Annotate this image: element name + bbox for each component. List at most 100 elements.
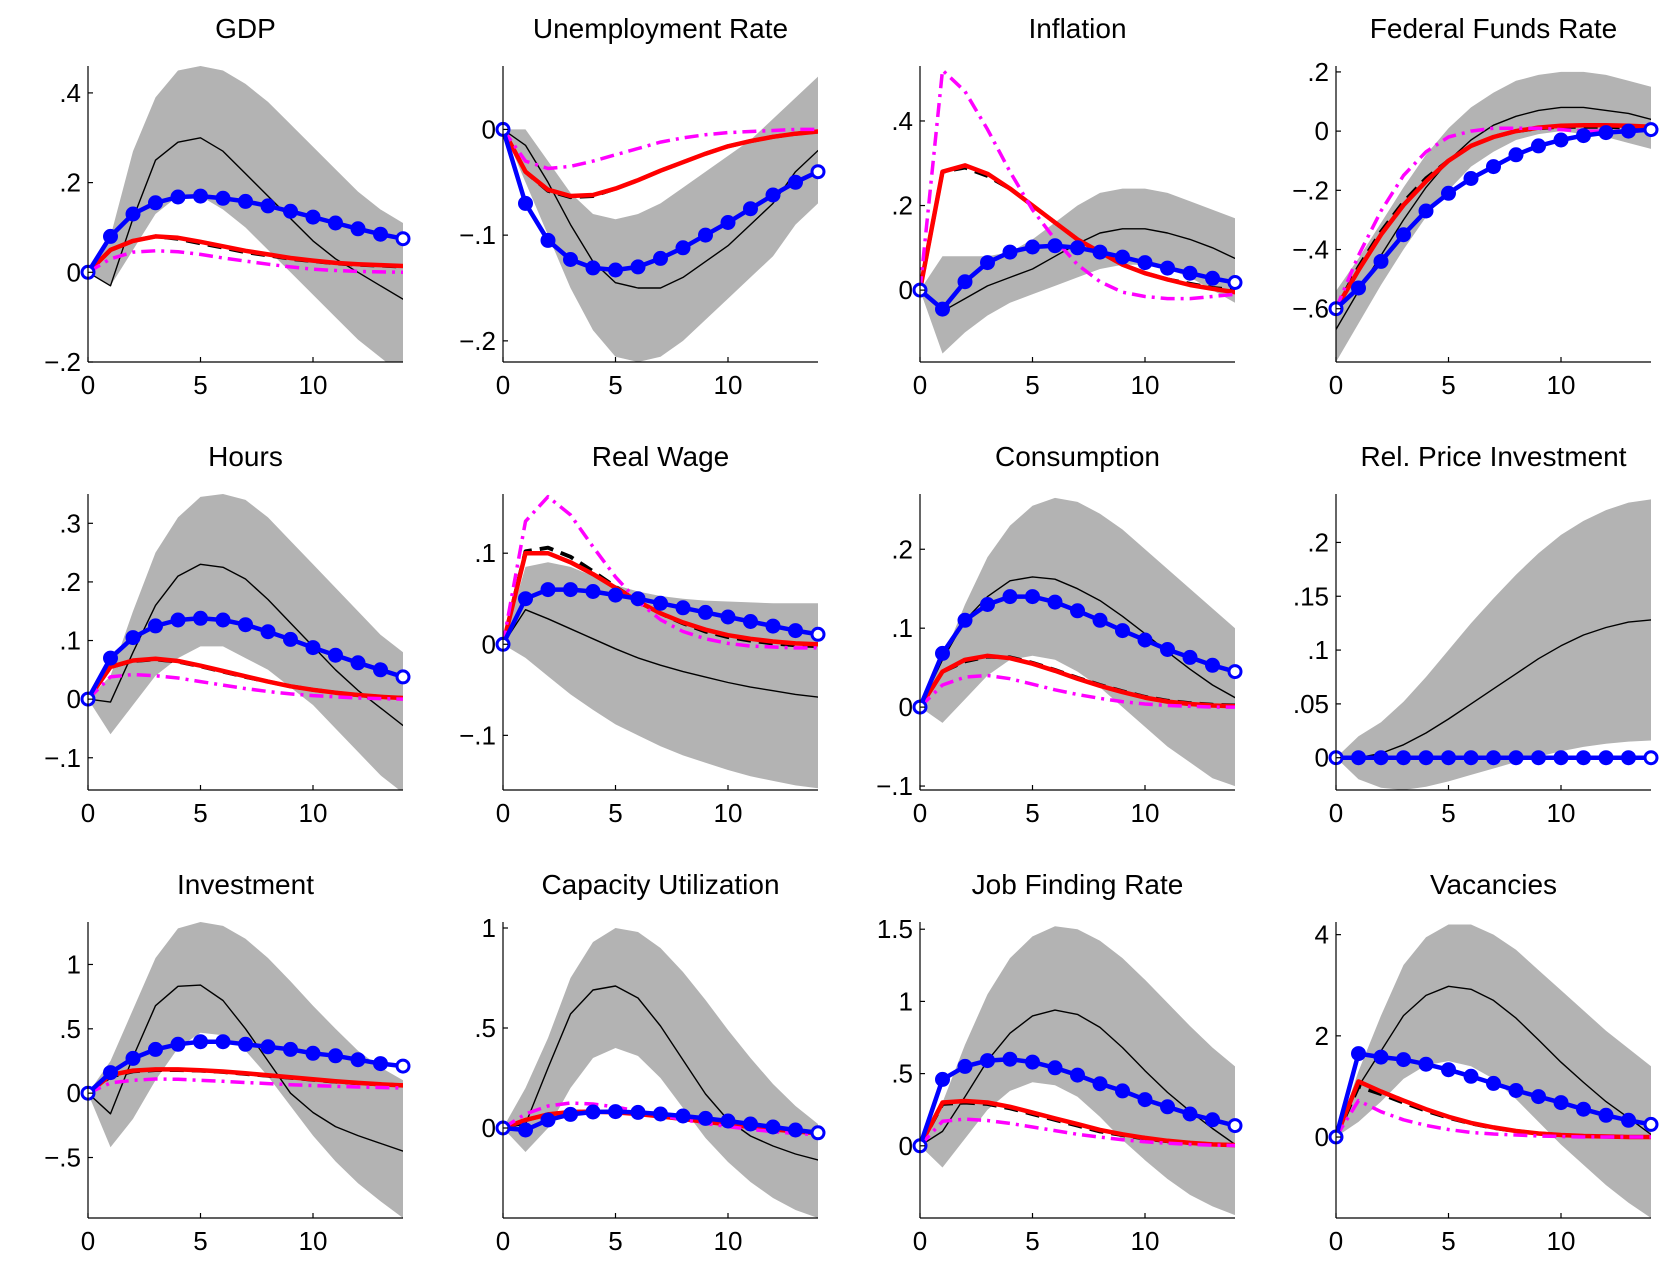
blue-marker: [1047, 238, 1063, 254]
blue-marker: [743, 201, 758, 217]
y-tick-label: 0: [482, 114, 496, 144]
blue-marker: [1351, 750, 1366, 766]
panel-title: GDP: [215, 13, 276, 44]
y-tick-label: 0: [1315, 1122, 1329, 1152]
blue-marker: [1531, 1089, 1546, 1105]
series-model-magenta: [88, 249, 403, 275]
blue-marker: [1621, 123, 1636, 139]
y-tick-label: .2: [891, 191, 913, 221]
blue-marker: [395, 231, 411, 247]
blue-marker: [765, 187, 781, 203]
y-tick-label: −.2: [459, 326, 496, 356]
blue-marker: [283, 1041, 298, 1057]
blue-marker: [260, 198, 276, 214]
series-model-magenta: [88, 1077, 403, 1095]
blue-marker: [1463, 1068, 1479, 1084]
blue-marker: [720, 609, 736, 625]
blue-marker: [935, 1071, 950, 1087]
y-tick-label: 1: [482, 913, 496, 943]
y-tick-label: 0: [899, 1131, 913, 1161]
blue-marker: [1115, 1083, 1130, 1099]
blue-marker: [1025, 1054, 1040, 1070]
blue-marker: [1508, 750, 1524, 766]
blue-marker: [1070, 240, 1085, 256]
blue-marker: [1227, 275, 1243, 290]
blue-marker: [608, 587, 623, 603]
blue-marker: [305, 209, 321, 225]
blue-marker: [1598, 1107, 1614, 1123]
plot-area: [920, 497, 1235, 787]
series-model-magenta: [1336, 126, 1651, 310]
blue-marker: [1047, 594, 1063, 610]
panel-10: 0 5 10 0 .5 1 1.5 Job Finding Rate: [877, 869, 1243, 1256]
blue-marker: [305, 1045, 321, 1061]
y-tick-label: −.1: [459, 220, 496, 250]
panel-title: Inflation: [1028, 13, 1126, 44]
panel-2: 0 5 10 0 .2 .4 Inflation: [891, 13, 1243, 400]
blue-marker: [653, 250, 668, 266]
blue-marker: [743, 1116, 758, 1132]
y-tick-label: .2: [891, 534, 913, 564]
blue-marker: [350, 655, 366, 671]
y-tick-label: .2: [1307, 57, 1329, 87]
panel-title: Capacity Utilization: [541, 869, 779, 900]
blue-marker: [585, 584, 601, 599]
series-model-red: [503, 550, 818, 647]
blue-marker: [1137, 1092, 1153, 1108]
blue-marker: [1643, 1116, 1659, 1132]
blue-marker: [1531, 750, 1546, 766]
blue-marker: [1092, 244, 1108, 260]
y-tick-label: .1: [1307, 635, 1329, 665]
blue-marker: [1486, 159, 1501, 175]
y-tick-label: −.2: [1292, 175, 1329, 205]
blue-marker: [1182, 649, 1198, 665]
blue-marker: [1002, 589, 1018, 605]
series-model-magenta: [88, 672, 403, 701]
blue-marker: [675, 600, 691, 616]
blue-marker: [215, 190, 231, 206]
x-tick-label: 5: [1441, 370, 1455, 400]
series-model-red: [1336, 1079, 1651, 1140]
blue-marker: [518, 195, 533, 211]
x-tick-label: 0: [1329, 1226, 1343, 1256]
panel-9: 0 5 10 0 .5 1 Capacity Utilization: [474, 869, 826, 1256]
confidence-band: [88, 66, 403, 362]
blue-marker: [980, 255, 995, 271]
series-model-red: [920, 653, 1235, 710]
blue-marker: [1396, 227, 1411, 243]
x-tick-label: 10: [299, 370, 328, 400]
blue-marker: [980, 597, 995, 612]
blue-marker: [170, 189, 186, 205]
panel-title: Hours: [208, 441, 283, 472]
blue-marker: [563, 252, 578, 267]
blue-marker: [215, 1034, 231, 1050]
blue-marker: [540, 582, 556, 598]
blue-marker: [1441, 185, 1456, 201]
series-model-magenta: [920, 68, 1235, 301]
y-tick-label: 4: [1315, 920, 1329, 950]
panel-title: Real Wage: [592, 441, 729, 472]
panel-title: Vacancies: [1430, 869, 1557, 900]
blue-marker: [1441, 750, 1456, 766]
x-tick-label: 0: [496, 798, 510, 828]
blue-marker: [170, 612, 186, 628]
x-tick-label: 0: [496, 1226, 510, 1256]
blue-marker: [1396, 1052, 1411, 1068]
x-tick-label: 0: [913, 1226, 927, 1256]
panel-7: 0 5 10 0 .05 .1 .15 .2 Rel. Price Investment: [1293, 441, 1659, 828]
blue-marker: [1508, 1083, 1524, 1098]
blue-marker: [608, 1104, 623, 1120]
blue-marker: [720, 215, 736, 230]
blue-marker: [675, 1108, 691, 1124]
blue-marker: [810, 164, 826, 180]
series-model-red: [88, 234, 403, 275]
series-data-median: [920, 1009, 1235, 1147]
blue-marker: [1092, 612, 1108, 628]
y-tick-label: 0: [482, 629, 496, 659]
x-tick-label: 5: [1025, 1226, 1039, 1256]
blue-marker: [540, 232, 556, 248]
series-model-red: [503, 127, 818, 199]
